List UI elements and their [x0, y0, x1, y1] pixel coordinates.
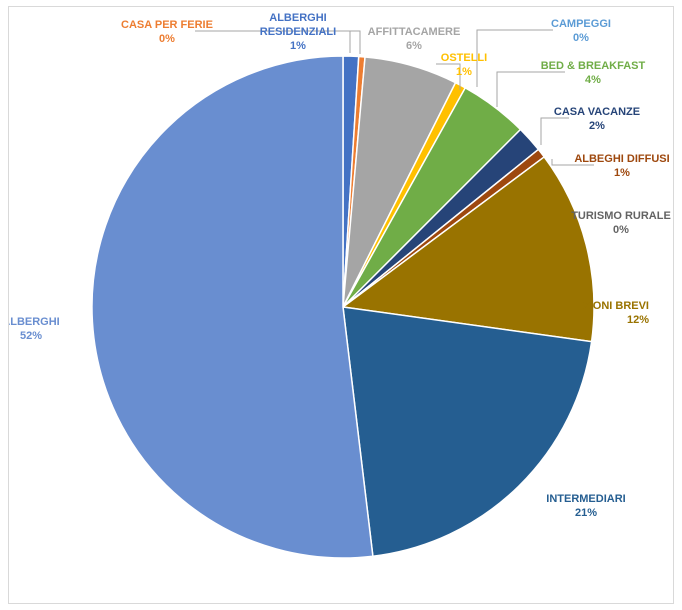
pie-chart: ALBERGHI RESIDENZIALI 1% CASA PER FERIE 0% AF…: [9, 12, 671, 559]
data-label-alberghi-residenziali: ALBERGHI RESIDENZIALI 1%: [260, 12, 336, 52]
data-label-casa-vacanze: CASA VACANZE 2%: [554, 106, 640, 132]
data-label-ostelli: OSTELLI 1%: [441, 52, 487, 78]
leader-line-ostelli: [436, 63, 461, 90]
data-label-affittacamere: AFFITTACAMERE 6%: [368, 26, 461, 52]
data-label-casa-per-ferie: CASA PER FERIE 0%: [121, 19, 213, 45]
chart-frame: ALBERGHI RESIDENZIALI 1% CASA PER FERIE 0% AF…: [8, 6, 674, 604]
pie-slice-intermediari: [342, 306, 593, 558]
leader-line-campeggi: [476, 29, 553, 87]
leader-line-casa-per-ferie: [195, 30, 361, 54]
leader-line-bed-breakfast: [496, 71, 565, 107]
data-label-campeggi: CAMPEGGI 0%: [551, 18, 611, 44]
data-label-locazioni-brevi: ZIONI BREVI 12%: [583, 300, 649, 326]
data-label-intermediari: INTERMEDIARI 21%: [546, 493, 625, 519]
data-label-bed-breakfast: BED & BREAKFAST 4%: [541, 60, 646, 86]
pie-slice-locazioni-brevi: [341, 155, 595, 343]
data-label-turismo-rurale: TURISMO RURALE 0%: [571, 210, 671, 236]
leader-line-casa-vacanze: [540, 117, 569, 145]
data-label-albeghi-diffusi: ALBEGHI DIFFUSI 1%: [574, 153, 669, 179]
leader-line-albeghi-diffusi: [551, 159, 594, 166]
pie-slice-alberghi: [91, 55, 374, 559]
data-label-alberghi: ALBERGHI52%: [9, 316, 60, 342]
